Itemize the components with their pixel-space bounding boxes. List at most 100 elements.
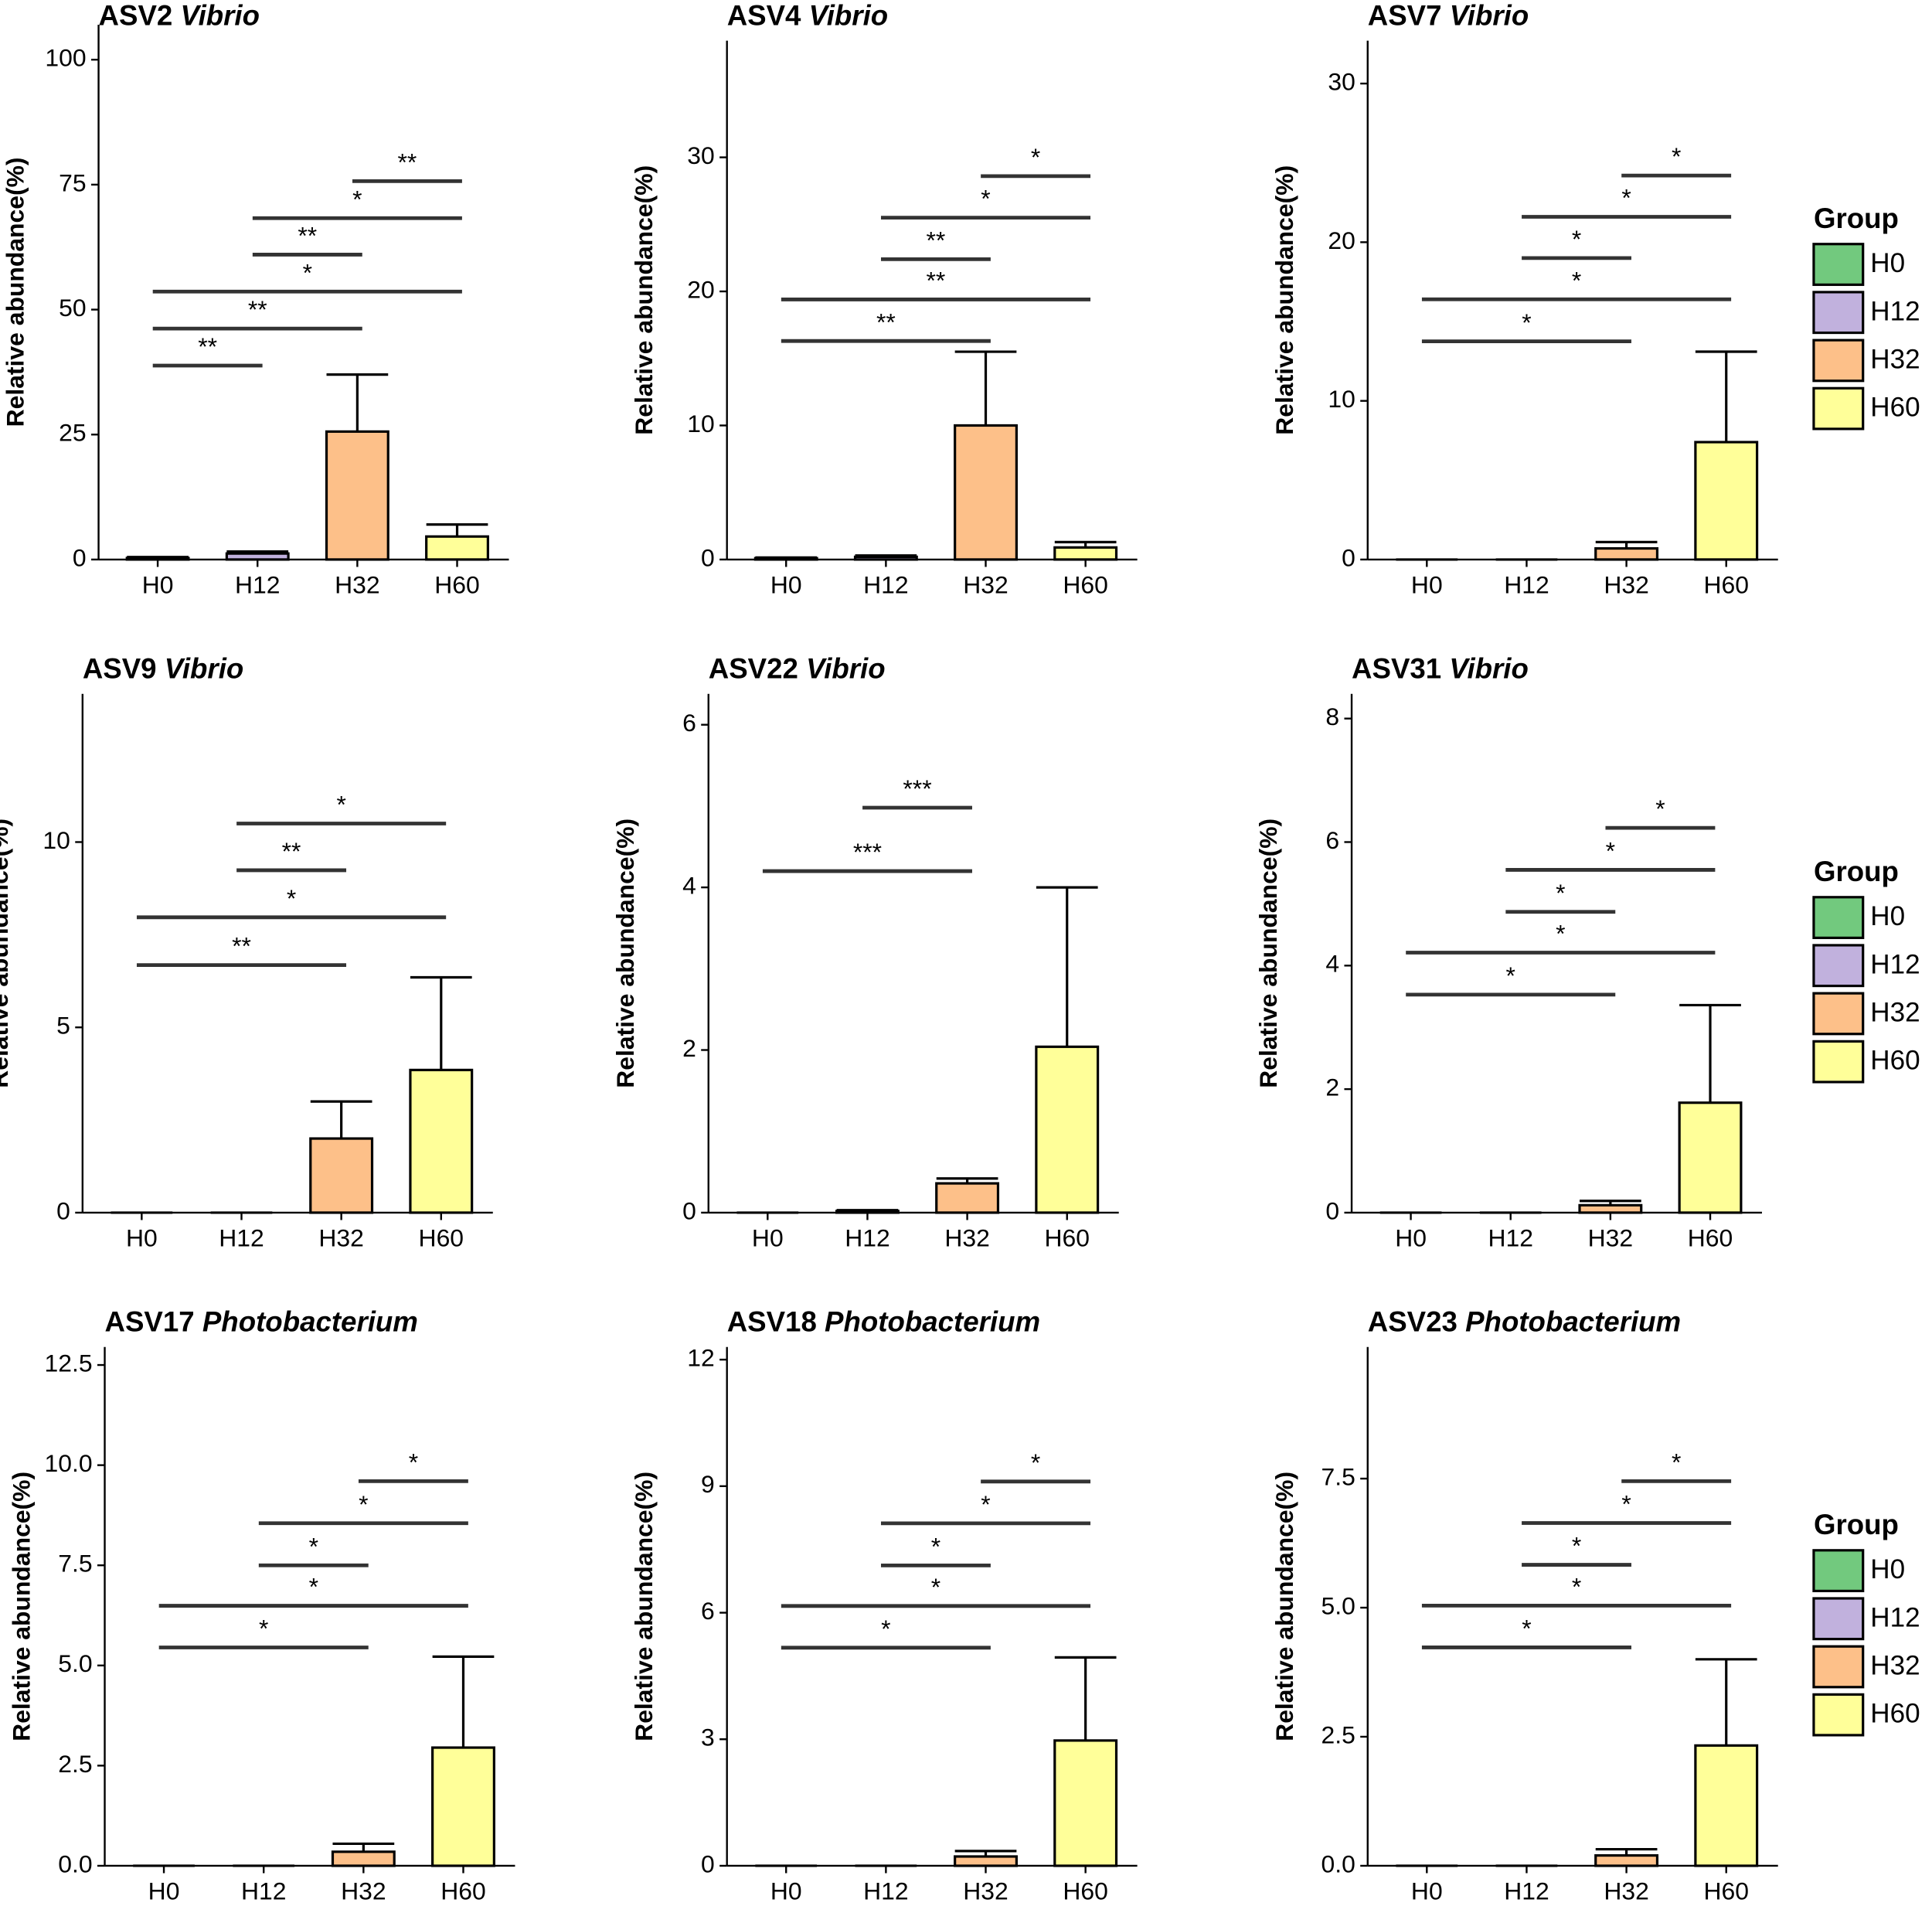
legend-swatch <box>1812 1549 1865 1593</box>
significance-label: *** <box>903 774 931 802</box>
x-tick-label: H60 <box>1063 1877 1107 1904</box>
panel: ASV18 Photobacterium Relative abundance(%… <box>630 1305 1138 1904</box>
x-tick-label: H12 <box>241 1877 286 1904</box>
y-tick-label: 0.0 <box>1321 1850 1355 1877</box>
significance-label: * <box>1572 225 1581 253</box>
panel-title: ASV23 Photobacterium <box>1368 1305 1681 1337</box>
legend-swatch <box>1812 243 1865 286</box>
significance-label: ** <box>248 295 267 323</box>
y-tick-label: 2.5 <box>58 1750 92 1778</box>
x-tick-label: H0 <box>1395 1224 1427 1251</box>
y-tick-label: 0 <box>56 1196 70 1224</box>
panel: ASV17 Photobacterium Relative abundance(%… <box>8 1305 515 1904</box>
bar <box>1694 441 1759 561</box>
significance-label: * <box>1672 142 1681 170</box>
legend-title: Group <box>1814 856 1899 887</box>
legend-swatch <box>1812 339 1865 383</box>
legend-title: Group <box>1814 203 1899 234</box>
x-tick-label: H32 <box>944 1224 989 1251</box>
significance-label: * <box>1672 1448 1681 1475</box>
y-axis-label: Relative abundance(%) <box>0 819 13 1088</box>
y-tick-label: 10 <box>43 826 70 854</box>
y-axis-label: Relative abundance(%) <box>1270 1472 1298 1741</box>
x-tick-label: H12 <box>863 1877 908 1904</box>
y-tick-label: 75 <box>59 168 86 196</box>
significance-label: * <box>981 1490 990 1518</box>
significance-label: * <box>1556 920 1565 948</box>
significance-label: * <box>1606 837 1615 865</box>
significance-label: ** <box>232 932 251 960</box>
bar <box>1594 1854 1659 1867</box>
y-tick-label: 8 <box>1325 703 1339 730</box>
bar <box>1694 1744 1759 1867</box>
significance-label: * <box>1522 308 1531 336</box>
bar <box>125 556 190 561</box>
y-tick-label: 6 <box>701 1597 715 1625</box>
legend-label: H60 <box>1870 1046 1920 1076</box>
title-genus: Vibrio <box>1449 652 1529 684</box>
bar <box>853 555 918 561</box>
bar <box>409 1068 474 1214</box>
panel-title: ASV9 Vibrio <box>83 652 243 684</box>
significance-label: * <box>881 1615 890 1642</box>
x-tick-label: H60 <box>440 1877 485 1904</box>
y-tick-label: 12.5 <box>45 1349 93 1377</box>
x-tick-label: H12 <box>1488 1224 1532 1251</box>
x-tick-label: H12 <box>1504 570 1549 598</box>
y-tick-label: 12 <box>687 1344 714 1372</box>
y-tick-label: 30 <box>1328 68 1355 96</box>
title-id: ASV9 <box>83 652 157 684</box>
panel: ASV4 Vibrio Relative abundance(%) 0 10 20 30 H… <box>630 0 1138 598</box>
y-axis-label: Relative abundance(%) <box>630 1472 658 1741</box>
significance-label: * <box>1031 1448 1040 1476</box>
bar <box>309 1137 374 1214</box>
panel: ASV9 Vibrio Relative abundance(%) 0 5 10 H0 H1… <box>0 652 493 1251</box>
x-tick-label: H60 <box>1063 570 1107 598</box>
legend-swatch <box>1812 1645 1865 1689</box>
significance-label: ** <box>927 267 946 294</box>
bar <box>753 556 818 561</box>
y-tick-label: 5 <box>56 1012 70 1040</box>
title-id: ASV4 <box>727 0 801 31</box>
significance-label: * <box>931 1533 940 1561</box>
y-tick-label: 0 <box>73 543 87 571</box>
panel-title: ASV18 Photobacterium <box>727 1305 1040 1337</box>
title-id: ASV31 <box>1352 652 1441 684</box>
y-axis-label: Relative abundance(%) <box>1254 819 1282 1088</box>
significance-label: * <box>1522 1615 1531 1642</box>
significance-label: * <box>1655 795 1665 822</box>
x-tick-label: H60 <box>419 1224 464 1251</box>
y-tick-label: 50 <box>59 294 86 322</box>
y-tick-label: 0 <box>1325 1196 1339 1224</box>
y-tick-label: 30 <box>687 141 714 169</box>
significance-label: * <box>1572 1572 1581 1600</box>
significance-label: * <box>309 1532 318 1560</box>
legend-label: H32 <box>1870 1651 1920 1681</box>
bar <box>425 535 489 561</box>
title-genus: Vibrio <box>165 652 244 684</box>
y-tick-label: 10 <box>687 410 714 437</box>
y-tick-label: 0 <box>682 1196 696 1224</box>
title-genus: Photobacterium <box>825 1305 1040 1337</box>
legend-swatch <box>1812 1597 1865 1641</box>
y-tick-label: 6 <box>682 709 696 737</box>
bar <box>431 1746 495 1867</box>
legend-label: H60 <box>1870 393 1920 423</box>
x-tick-label: H12 <box>235 570 280 598</box>
bar <box>935 1182 1000 1214</box>
significance-label: * <box>981 185 990 213</box>
panel-title: ASV31 Vibrio <box>1352 652 1529 684</box>
title-id: ASV2 <box>99 0 173 31</box>
significance-label: ** <box>927 226 946 254</box>
x-tick-label: H32 <box>963 1877 1008 1904</box>
title-id: ASV7 <box>1368 0 1442 31</box>
title-id: ASV17 <box>105 1305 195 1337</box>
bar <box>1053 546 1118 561</box>
y-tick-label: 3 <box>701 1724 715 1751</box>
significance-label: * <box>359 1490 368 1518</box>
y-tick-label: 0 <box>701 1850 715 1877</box>
x-tick-label: H0 <box>770 570 802 598</box>
panel: ASV2 Vibrio Relative abundance(%) 0 25 50 75 1… <box>2 0 509 598</box>
y-tick-label: 5.0 <box>1321 1591 1355 1619</box>
